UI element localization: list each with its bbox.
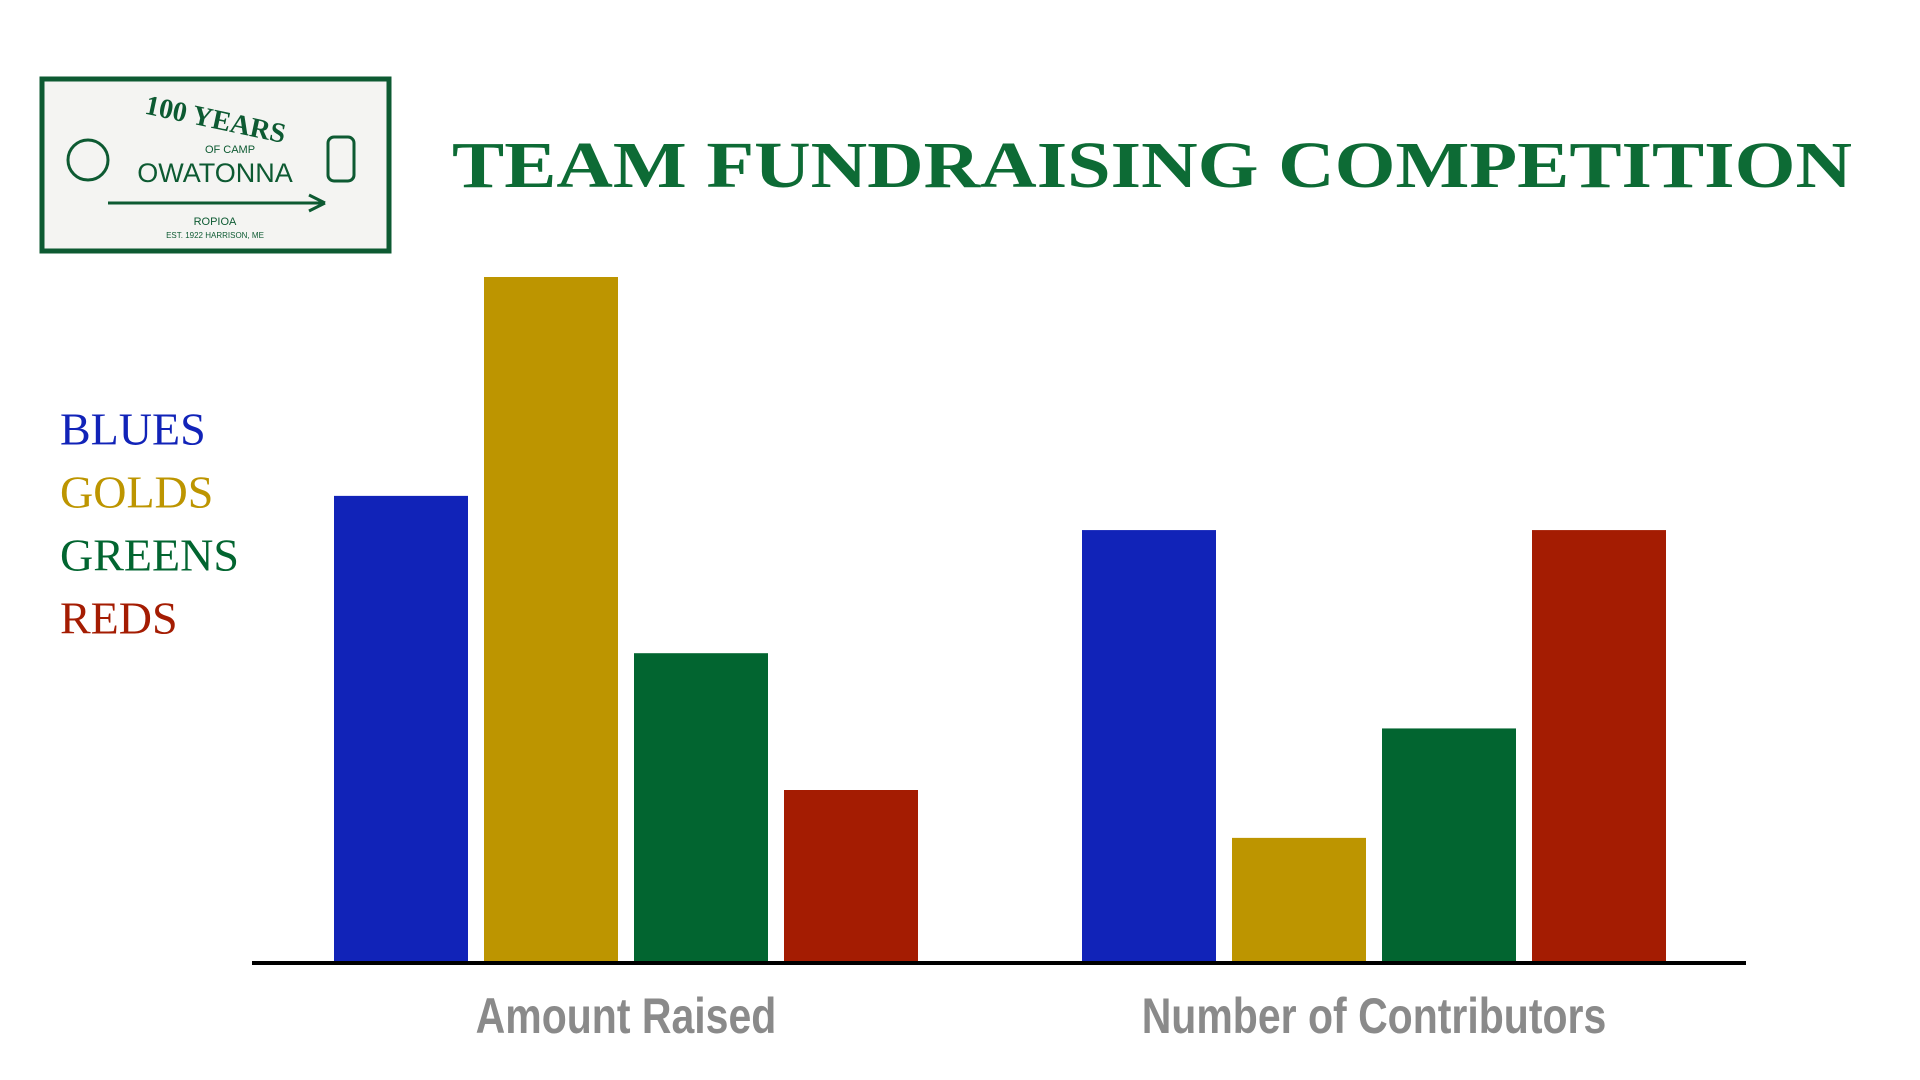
legend-entry: GREENS bbox=[60, 530, 239, 581]
logo-text: OWATONNA bbox=[137, 158, 293, 188]
logo-text: ROPIOA bbox=[194, 216, 237, 228]
bar bbox=[634, 653, 768, 961]
logo-frame bbox=[39, 76, 392, 254]
logo-text: OF CAMP bbox=[205, 144, 255, 156]
chart-title: TEAM FUNDRAISING COMPETITION bbox=[452, 129, 1852, 202]
legend-entry: REDS bbox=[60, 593, 178, 644]
legend-entry: BLUES bbox=[60, 404, 206, 455]
bar bbox=[1082, 530, 1216, 961]
bar bbox=[484, 277, 618, 961]
logo: 100 YEARS OF CAMP OWATONNA ROPIOA EST. 1… bbox=[39, 76, 392, 254]
logo-arrow bbox=[308, 193, 326, 213]
bar bbox=[1382, 728, 1516, 961]
legend-entry: GOLDS bbox=[60, 467, 213, 518]
logo-emblem bbox=[326, 135, 356, 183]
bar bbox=[1232, 837, 1366, 961]
bar bbox=[784, 790, 918, 961]
logo-emblem bbox=[66, 138, 110, 182]
logo-text: EST. 1922 HARRISON, ME bbox=[166, 231, 264, 240]
x-tick-label: Amount Raised bbox=[476, 988, 777, 1044]
bar bbox=[1532, 530, 1666, 961]
bar bbox=[334, 495, 468, 961]
x-tick-label: Number of Contributors bbox=[1142, 988, 1607, 1044]
